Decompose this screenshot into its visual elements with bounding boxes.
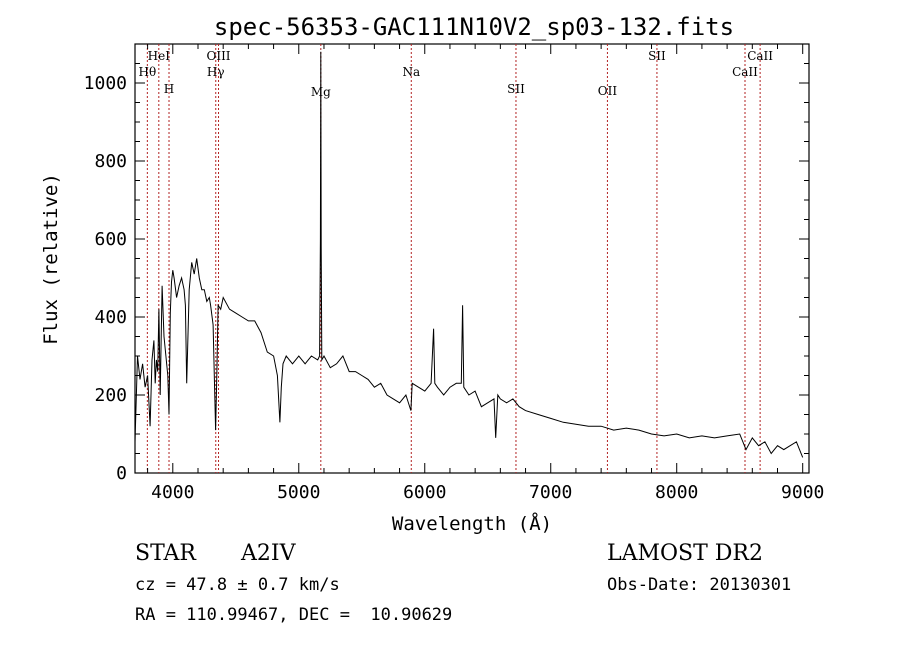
y-tick-label: 200 [94, 385, 127, 406]
observation-date: Obs-Date: 20130301 [607, 575, 791, 595]
spectrum-line [134, 51, 804, 458]
spectrum-series [134, 51, 804, 458]
x-tick-label: 5000 [277, 482, 320, 503]
line-marker-label: CaII [747, 49, 773, 63]
line-marker-label: SII [648, 49, 666, 63]
y-tick-label: 0 [116, 463, 127, 484]
line-marker-labels: Hθ HeI H OIII Hγ Mg Na SII OII SII CaII CaII [138, 49, 773, 99]
line-marker-label: OII [598, 84, 618, 98]
redshift-info: cz = 47.8 ± 0.7 km/s [135, 575, 340, 595]
x-tick-label: 4000 [151, 482, 194, 503]
x-tick-label: 7000 [529, 482, 572, 503]
line-marker-label: Hγ [207, 65, 225, 79]
x-axis-label: Wavelength (Å) [392, 512, 552, 535]
y-tick-label: 1000 [84, 73, 127, 94]
plot-frame [134, 43, 810, 474]
object-subclass: A2IV [240, 541, 297, 566]
y-tick-label: 800 [94, 151, 127, 172]
x-tick-label: 6000 [403, 482, 446, 503]
line-marker-label: Mg [311, 85, 331, 99]
line-markers [146, 44, 761, 473]
line-marker-label: CaII [732, 65, 758, 79]
line-marker-label: Hθ [138, 65, 156, 79]
chart-title: spec-56353-GAC111N10V2_sp03-132.fits [214, 13, 734, 41]
coordinates: RA = 110.99467, DEC = 10.90629 [135, 605, 452, 625]
y-tick-label: 600 [94, 229, 127, 250]
x-tick-label: 9000 [781, 482, 824, 503]
line-marker-label: Na [402, 65, 420, 79]
x-tick-label: 8000 [655, 482, 698, 503]
line-marker-label: OIII [206, 49, 230, 63]
survey-name: LAMOST DR2 [607, 541, 763, 566]
x-axis-ticks: 4000 5000 6000 7000 8000 9000 [147, 44, 824, 503]
object-class: STAR [135, 541, 197, 566]
line-marker-label: HeI [148, 49, 171, 63]
line-marker-label: H [164, 82, 174, 96]
y-axis-label: Flux (relative) [40, 173, 62, 345]
y-tick-label: 400 [94, 307, 127, 328]
line-marker-label: SII [507, 82, 525, 96]
y-axis-ticks: 0 200 400 600 800 1000 [84, 63, 809, 484]
